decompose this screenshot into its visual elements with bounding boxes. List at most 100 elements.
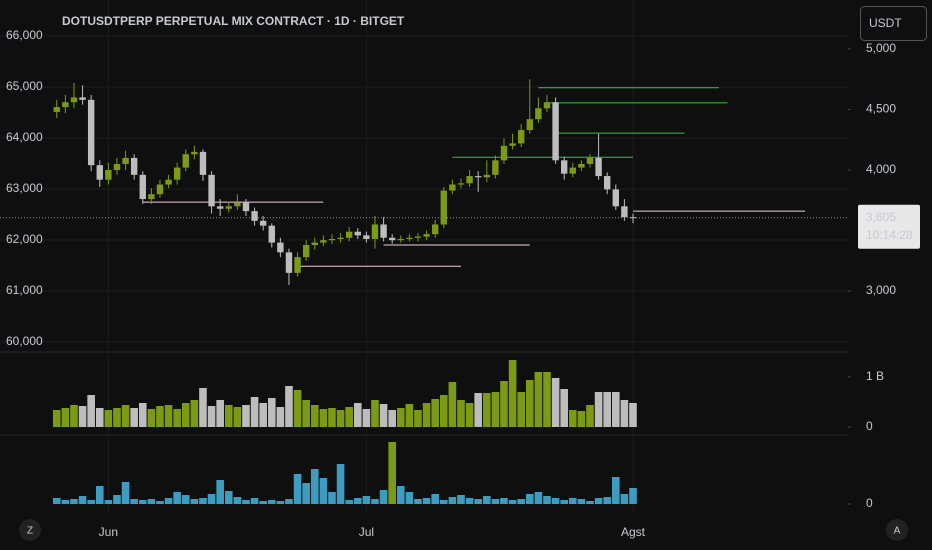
volume-bar <box>319 409 328 427</box>
indicator-bar <box>328 492 336 504</box>
volume-bar <box>52 410 61 427</box>
candle-body <box>354 231 361 236</box>
indicator-bar <box>551 498 560 504</box>
indicator-bar <box>130 499 138 504</box>
volume-bar <box>508 360 517 427</box>
candle-body <box>517 130 525 144</box>
indicator-bar <box>156 501 164 504</box>
indicator-bar <box>87 500 95 504</box>
volume-bar <box>414 410 422 427</box>
volume-bar <box>577 411 586 427</box>
last-price-tag <box>858 204 920 249</box>
indicator-bar <box>457 495 465 504</box>
candle-body <box>156 184 164 195</box>
candle-body <box>139 174 146 200</box>
indicator-bar <box>319 478 328 504</box>
indicator-bar <box>121 482 130 504</box>
candle-body <box>569 167 576 174</box>
volume-bar <box>61 408 70 427</box>
candle-body <box>414 236 422 238</box>
indicator-bar <box>534 492 543 504</box>
volume-bar <box>293 390 302 427</box>
scale-button-label[interactable]: A <box>894 526 901 537</box>
candle-body <box>285 252 293 273</box>
indicator-bar <box>181 495 190 504</box>
volume-bar <box>457 400 465 427</box>
indicator-bar <box>482 496 491 504</box>
indicator-bar <box>70 499 78 504</box>
candle-body <box>320 240 327 243</box>
indicator-bar <box>500 498 508 504</box>
volume-bar <box>224 405 233 427</box>
y-tick-label: 0 <box>866 496 873 510</box>
candle-body <box>483 174 490 178</box>
volume-bar <box>104 410 113 427</box>
indicator-bar <box>104 500 113 504</box>
indicator-bar <box>259 501 267 504</box>
indicator-bar <box>345 500 353 504</box>
volume-bar <box>130 408 138 427</box>
indicator-bar <box>560 500 568 504</box>
volume-bar <box>629 403 637 427</box>
candle-body <box>87 99 95 166</box>
candle-body <box>363 235 370 239</box>
indicator-bar <box>138 500 147 504</box>
candle-body <box>440 190 447 225</box>
volume-bar <box>388 410 396 427</box>
indicator-bar <box>113 495 121 504</box>
volume-bar <box>525 380 534 427</box>
currency-button-label[interactable]: USDT <box>869 16 902 30</box>
scale-button-label[interactable]: Z <box>27 526 33 537</box>
volume-bar <box>560 389 568 427</box>
candle-body <box>578 163 585 168</box>
indicator-bar <box>78 496 87 504</box>
volume-bar <box>405 404 414 427</box>
candle-body <box>560 160 568 174</box>
volume-bar <box>285 386 293 427</box>
currency-button[interactable] <box>860 6 927 41</box>
volume-bar <box>250 397 259 427</box>
indicator-bar <box>233 497 242 504</box>
candle-body <box>500 145 508 161</box>
volume-bar <box>379 404 388 427</box>
y-tick-label: 0 <box>866 419 873 433</box>
indicator-bar <box>586 501 594 504</box>
indicator-bar <box>173 492 181 504</box>
indicator-bar <box>310 469 319 504</box>
indicator-bar <box>543 496 551 504</box>
candle-body <box>629 217 637 219</box>
y2-tick-label: 63,000 <box>6 181 43 195</box>
volume-bar <box>534 372 543 427</box>
volume-bar <box>603 392 611 427</box>
candle-body <box>216 206 224 209</box>
candle-body <box>431 224 439 235</box>
candle-body <box>113 163 121 171</box>
indicator-bar <box>439 500 448 504</box>
candle-body <box>122 157 129 164</box>
volume-bar <box>371 400 379 427</box>
candle-body <box>105 170 112 180</box>
scale-button[interactable] <box>19 519 41 541</box>
volume-bar <box>242 405 250 427</box>
candle-body <box>79 97 86 100</box>
candle-body <box>509 143 516 146</box>
indicator-bar <box>285 499 293 504</box>
candle-body <box>603 176 611 190</box>
volume-bar <box>190 400 199 427</box>
volume-bar <box>551 378 560 427</box>
indicator-bar <box>474 499 482 504</box>
candle-body <box>225 206 232 209</box>
volume-bar <box>611 392 620 427</box>
indicator-bar <box>517 499 525 504</box>
volume-bar <box>328 408 336 427</box>
indicator-bar <box>611 477 620 504</box>
volume-bar <box>465 403 474 427</box>
indicator-bar <box>336 464 345 504</box>
indicator-bar <box>465 498 474 504</box>
candle-body <box>277 242 284 253</box>
y2-tick-label: 65,000 <box>6 79 43 93</box>
candle-body <box>62 102 69 108</box>
scale-button[interactable] <box>886 519 908 541</box>
volume-bar <box>594 392 603 427</box>
